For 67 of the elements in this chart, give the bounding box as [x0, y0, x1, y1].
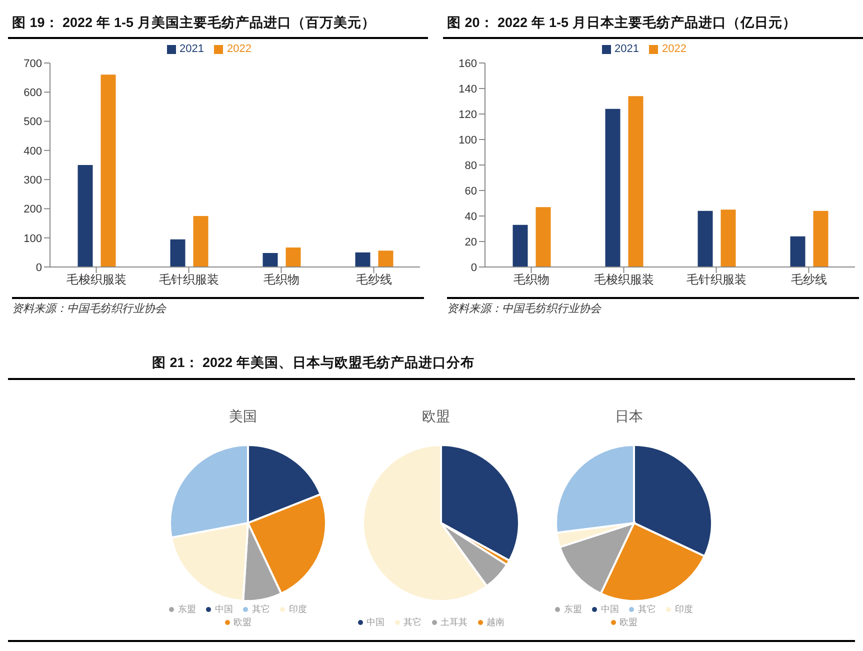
legend-label: 印度: [289, 604, 307, 614]
chart-title: 欧盟: [421, 407, 451, 426]
legend-label: 东盟: [564, 604, 582, 614]
x-tick-label: 毛梭织服装: [594, 272, 654, 287]
y-tick-label: 20: [464, 236, 477, 248]
legend-label: 中国: [366, 617, 384, 627]
y-tick-label: 100: [458, 134, 477, 146]
x-tick-label: 毛纱线: [356, 272, 392, 287]
bar: [286, 247, 301, 267]
x-tick-label: 毛纱线: [790, 272, 827, 287]
chart-title: 图 19： 2022 年 1-5 月美国主要毛纺产品进口（百万美元）: [8, 8, 428, 39]
y-tick-label: 80: [464, 160, 477, 172]
bar: [100, 74, 116, 267]
bar: [790, 236, 806, 267]
bar: [378, 250, 394, 267]
bar: [512, 224, 528, 267]
bar: [720, 210, 736, 267]
legend-label: 越南: [486, 617, 504, 627]
legend-label: 2021: [180, 43, 204, 55]
bar: [698, 210, 713, 267]
bar: [262, 253, 278, 267]
legend-label: 其它: [252, 604, 270, 614]
legend-label: 中国: [601, 604, 619, 614]
bar: [605, 108, 620, 267]
legend-label: 2022: [662, 43, 686, 55]
legend-label: 欧盟: [620, 617, 638, 627]
y-tick-label: 200: [24, 204, 42, 216]
y-tick-label: 0: [470, 262, 477, 274]
legend-label: 印度: [675, 604, 693, 614]
bar: [813, 210, 828, 267]
text: 资料来源：中国毛纺织行业协会: [447, 302, 602, 316]
y-tick-label: 60: [464, 185, 477, 198]
legend-label: 土耳其: [440, 617, 468, 627]
legend-label: 2022: [227, 43, 252, 55]
bar: [193, 216, 208, 267]
x-tick-label: 毛织物: [513, 272, 550, 287]
y-tick-label: 0: [36, 262, 42, 274]
y-tick-label: 140: [458, 83, 477, 96]
y-tick-label: 100: [24, 232, 42, 245]
x-tick-label: 毛梭织服装: [66, 272, 126, 287]
bar: [78, 165, 93, 267]
legend-label: 其它: [404, 617, 422, 627]
legend-label: 欧盟: [234, 617, 252, 627]
y-tick-label: 700: [24, 58, 42, 70]
text: 资料来源：中国毛纺织行业协会: [12, 302, 168, 316]
bar: [628, 96, 644, 267]
y-tick-label: 160: [458, 58, 477, 70]
legend-label: 2021: [614, 43, 639, 55]
bar: [536, 207, 551, 267]
x-tick-label: 毛针织服装: [158, 272, 219, 287]
chart-title: 图 21： 2022 年美国、日本与欧盟毛纺产品进口分布: [151, 354, 476, 372]
y-tick-label: 600: [24, 87, 42, 100]
y-tick-label: 120: [458, 108, 477, 121]
y-tick-label: 40: [464, 210, 477, 223]
chart-title: 日本: [614, 407, 644, 426]
chart-title: 图 20： 2022 年 1-5 月日本主要毛纺产品进口（亿日元）: [443, 8, 863, 39]
x-tick-label: 毛针织服装: [686, 272, 746, 287]
y-tick-label: 300: [24, 174, 42, 186]
y-tick-label: 500: [24, 116, 42, 128]
y-tick-label: 400: [24, 145, 42, 158]
legend-label: 东盟: [178, 604, 196, 614]
legend-label: 其它: [638, 604, 656, 614]
legend-label: 中国: [215, 604, 233, 614]
bar: [170, 239, 186, 267]
bar: [355, 252, 370, 267]
chart-subtitle: 美国: [228, 407, 258, 426]
x-tick-label: 毛织物: [263, 272, 300, 287]
